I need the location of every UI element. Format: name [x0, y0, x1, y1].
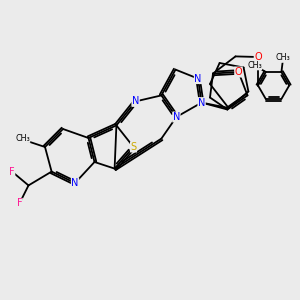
Text: N: N — [198, 98, 205, 108]
Text: N: N — [173, 112, 180, 122]
Text: N: N — [71, 178, 79, 188]
Text: N: N — [132, 96, 139, 106]
Text: CH₃: CH₃ — [247, 61, 262, 70]
Text: F: F — [17, 198, 22, 208]
Text: F: F — [9, 167, 15, 177]
Text: N: N — [194, 74, 202, 84]
Text: O: O — [254, 52, 262, 62]
Text: CH₃: CH₃ — [15, 134, 30, 142]
Text: S: S — [130, 142, 136, 152]
Text: O: O — [235, 67, 242, 77]
Text: CH₃: CH₃ — [275, 53, 290, 62]
